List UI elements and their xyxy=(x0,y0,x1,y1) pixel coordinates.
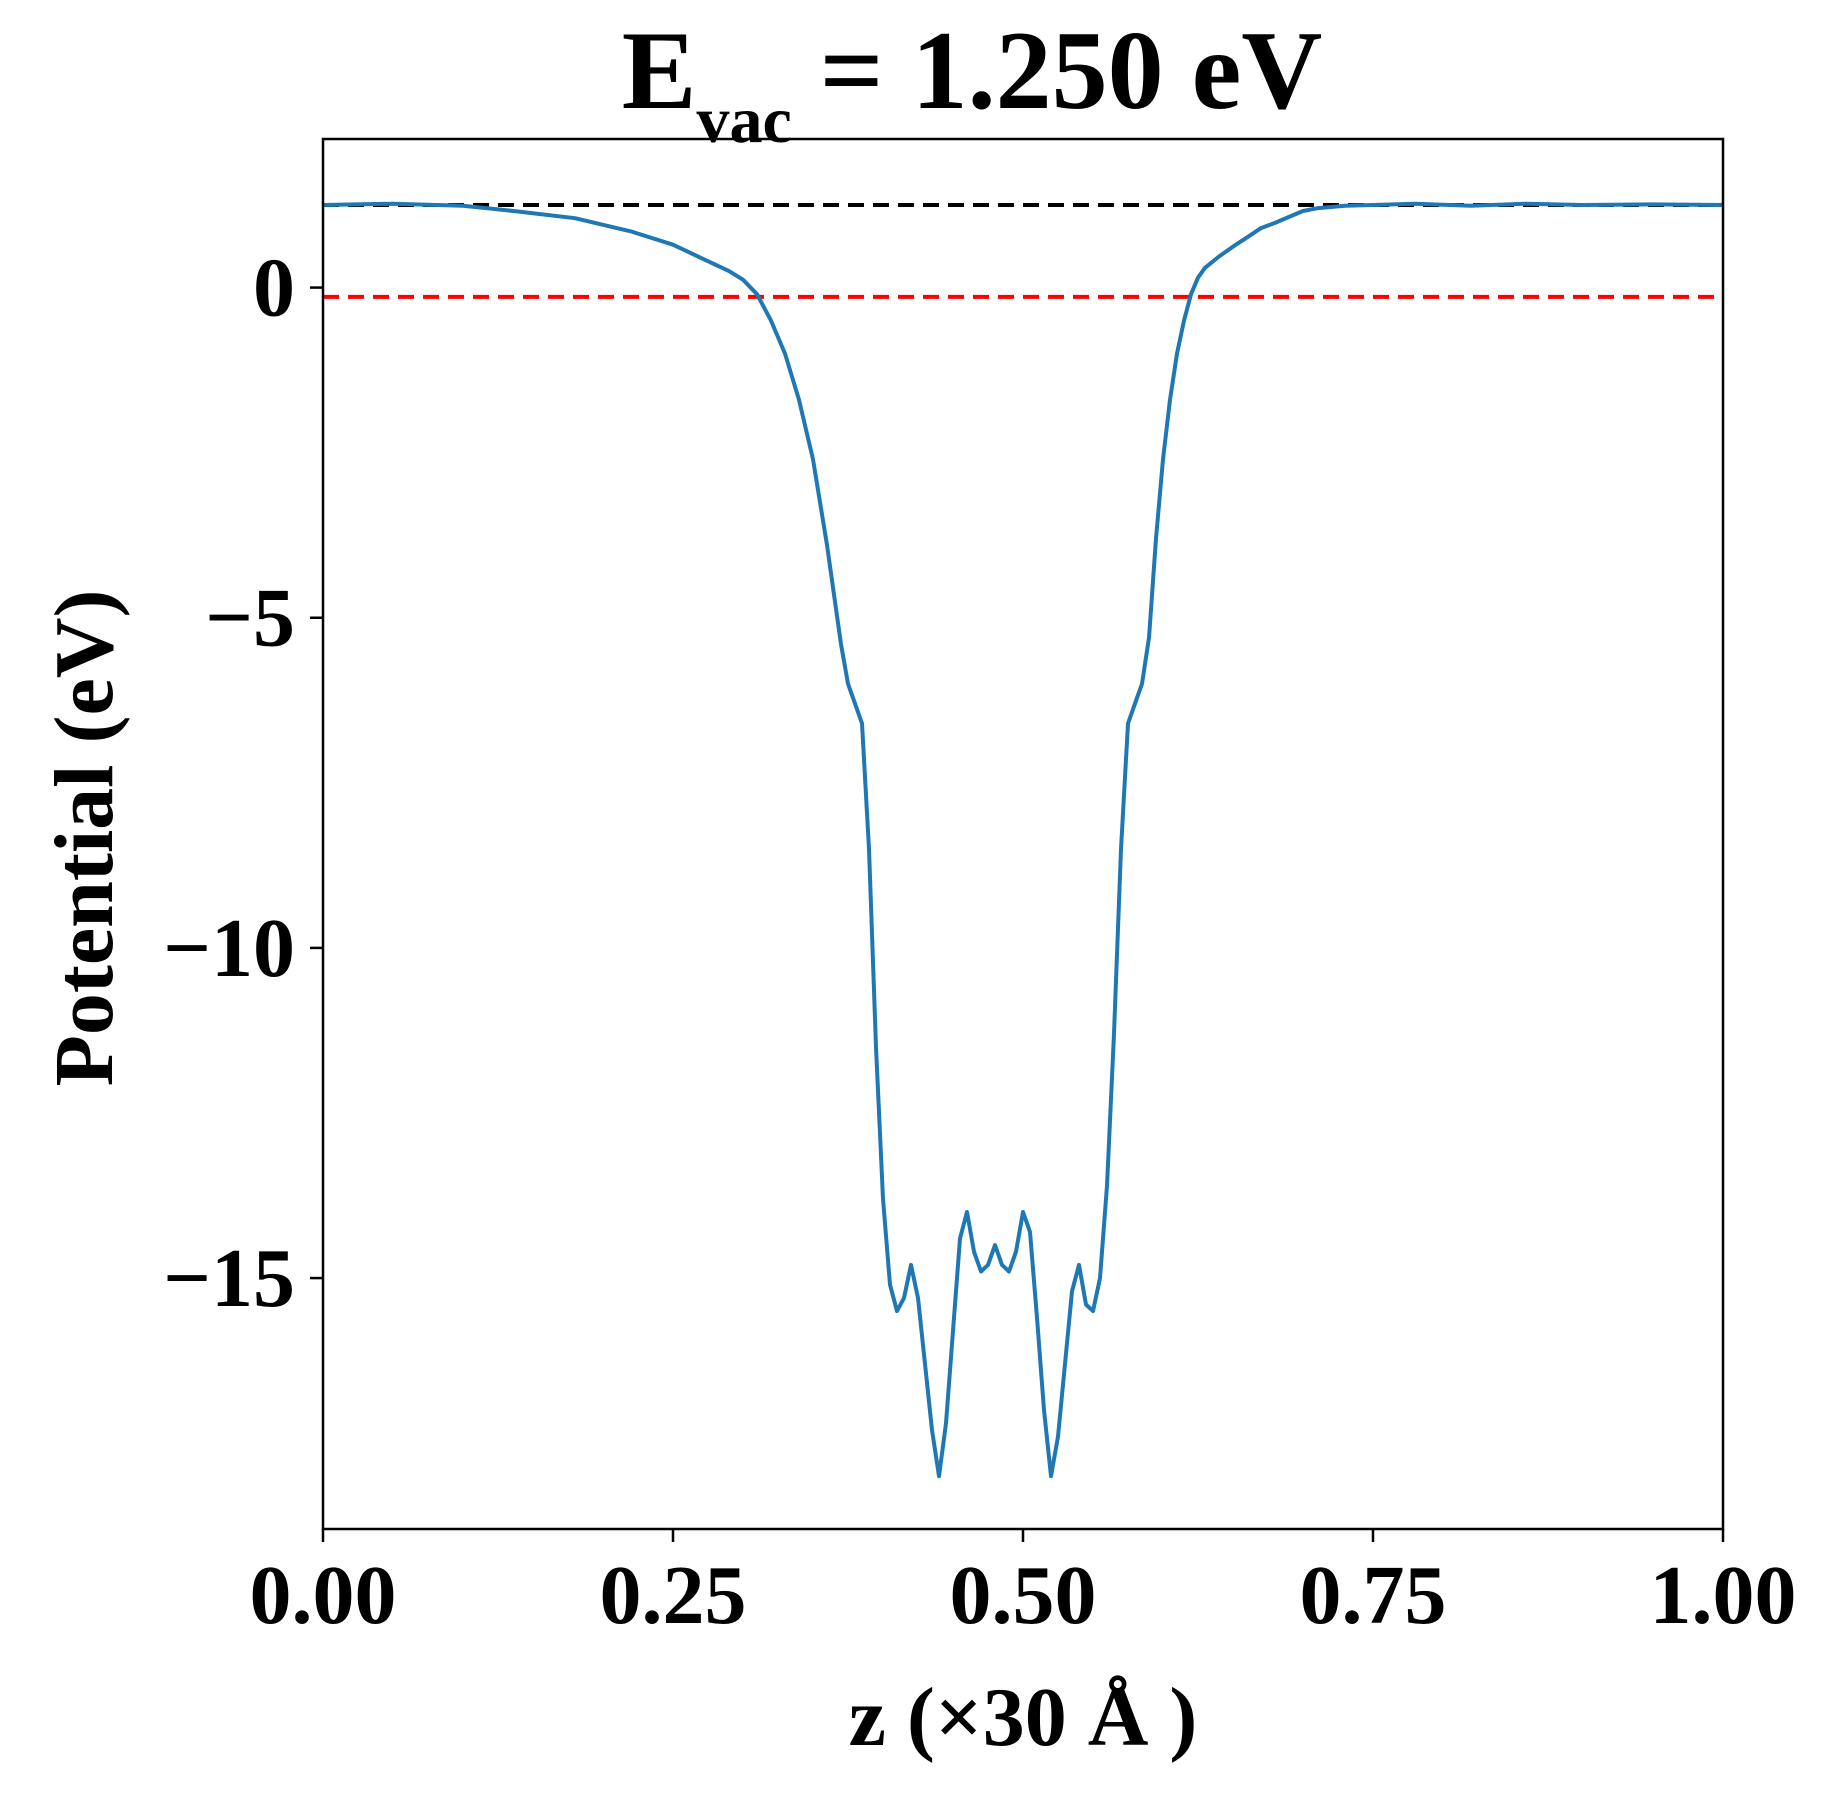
y-tick-label: −15 xyxy=(163,1232,295,1325)
x-tick-label: 0.25 xyxy=(600,1549,747,1642)
y-axis-label: Potential (eV) xyxy=(38,590,131,1087)
chart-title-main: E xyxy=(622,9,697,133)
y-tick-label: −5 xyxy=(205,572,295,665)
x-tick-label: 0.75 xyxy=(1300,1549,1447,1642)
chart-title-subscript: vac xyxy=(696,84,791,157)
x-tick-label: 1.00 xyxy=(1650,1549,1797,1642)
y-axis-ticks: 0 −5 −10 −15 xyxy=(163,242,323,1325)
chart-title-rest: = 1.250 eV xyxy=(792,9,1322,133)
series-layer xyxy=(323,201,1723,1479)
x-tick-label: 0.00 xyxy=(250,1549,397,1642)
chart-title: Evac = 1.250 eV xyxy=(622,9,1322,157)
x-tick-label: 0.50 xyxy=(950,1549,1097,1642)
plot-frame xyxy=(321,137,1725,1531)
series-line-0 xyxy=(323,201,1723,1479)
y-tick-label: −10 xyxy=(163,902,295,995)
x-axis-label: z (×30 Å ) xyxy=(849,1671,1198,1764)
y-tick-label: 0 xyxy=(253,242,295,335)
reference-lines xyxy=(323,203,1723,299)
x-axis-ticks: 0.00 0.25 0.50 0.75 1.00 xyxy=(250,1529,1797,1642)
